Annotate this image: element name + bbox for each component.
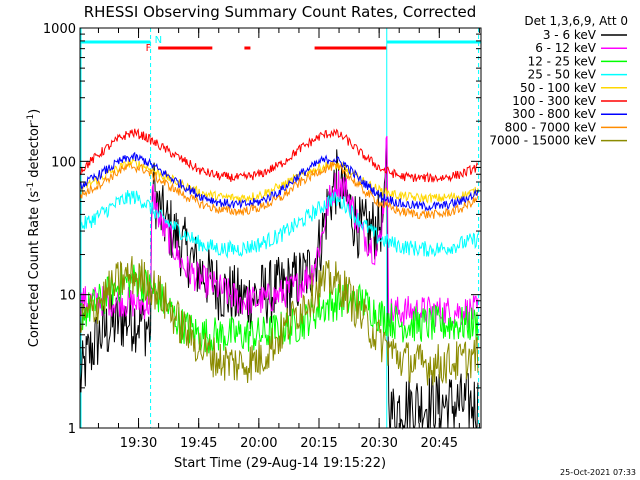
markers-layer	[80, 28, 480, 428]
plot-frame	[79, 27, 482, 429]
x-tick-label-1: 19:45	[180, 436, 217, 451]
x-axis-label: Start Time (29-Aug-14 19:15:22)	[174, 456, 386, 471]
flag-n-label: N	[155, 35, 162, 46]
series-line-4	[79, 156, 479, 204]
legend-label-3: 25 - 50 keV	[528, 68, 597, 82]
legend-label-4: 50 - 100 keV	[520, 81, 597, 95]
legend-label-1: 6 - 12 keV	[535, 41, 597, 55]
legend-title: Det 1,3,6,9, Att 0	[524, 14, 628, 28]
legend-label-0: 3 - 6 keV	[543, 28, 597, 42]
legend-label-7: 800 - 7000 keV	[505, 120, 597, 134]
flag-f-label: F	[146, 43, 152, 54]
y-tick-label-3: 1000	[43, 22, 76, 37]
series-layer	[79, 128, 479, 430]
series-line-3	[79, 190, 479, 259]
x-tick-label-4: 20:30	[360, 436, 397, 451]
series-line-1	[79, 135, 479, 329]
legend-label-8: 7000 - 15000 keV	[489, 134, 596, 148]
axes-layer: 19:30 19:45 20:00 20:15 20:30 20:45 1 10 100 1000	[43, 22, 481, 451]
y-tick-label-1: 10	[59, 289, 76, 304]
series-line-8	[79, 256, 479, 386]
y-label-sup-1: -1	[26, 182, 36, 191]
y-label-part-2: detector	[27, 122, 42, 182]
x-tick-label-0: 19:30	[120, 436, 157, 451]
series-line-7	[79, 161, 479, 220]
date-stamp: 25-Oct-2021 07:33	[560, 468, 636, 477]
x-tick-label-2: 20:00	[240, 436, 277, 451]
legend-label-6: 300 - 800 keV	[512, 107, 596, 121]
y-label-part-1: Corrected Count Rate (s	[27, 191, 42, 348]
flags-layer: NF	[80, 35, 481, 54]
x-tick-label-5: 20:45	[421, 436, 458, 451]
y-label-part-3: )	[27, 109, 42, 114]
legend-label-5: 100 - 300 keV	[512, 94, 596, 108]
series-line-0	[79, 143, 479, 430]
y-axis-label: Corrected Count Rate (s-1 detector-1)	[26, 109, 42, 347]
x-tick-label-3: 20:15	[300, 436, 337, 451]
y-tick-label-0: 1	[68, 422, 76, 437]
series-line-5	[79, 128, 479, 183]
series-line-6	[79, 151, 479, 212]
chart-title: RHESSI Observing Summary Count Rates, Co…	[84, 3, 477, 21]
y-label-sup-2: -1	[26, 114, 36, 123]
y-tick-label-2: 100	[51, 155, 76, 170]
legend-label-2: 12 - 25 keV	[528, 54, 597, 68]
